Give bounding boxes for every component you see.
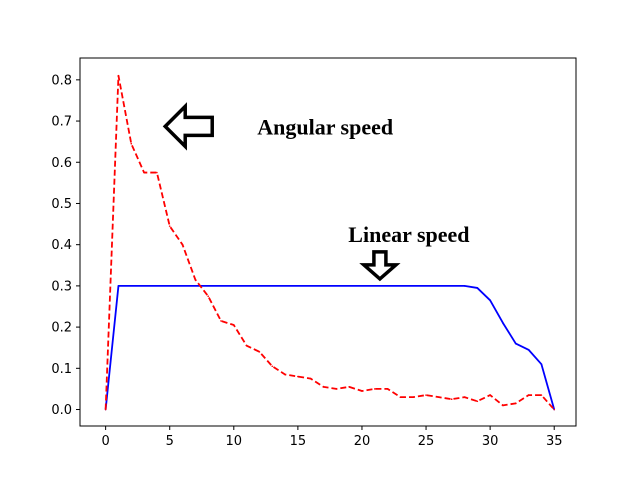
plot-frame xyxy=(79,57,577,427)
x-tick-label: 20 xyxy=(354,434,371,449)
data-point xyxy=(463,396,466,398)
data-point xyxy=(322,386,325,388)
linear-speed-line xyxy=(104,284,556,410)
data-point xyxy=(489,394,491,396)
data-point xyxy=(476,400,479,403)
data-point xyxy=(399,396,402,398)
linear-speed-annotation: Linear speed xyxy=(348,222,469,247)
data-point xyxy=(425,394,427,396)
data-point xyxy=(540,363,543,365)
data-point xyxy=(514,342,517,345)
left-arrow-icon xyxy=(162,102,214,151)
data-point xyxy=(373,388,376,390)
data-point xyxy=(540,394,543,396)
data-point xyxy=(143,171,145,174)
annotation-layer: Angular speed Linear speed xyxy=(162,102,470,282)
y-tick-label: 0.3 xyxy=(51,279,72,294)
angular-speed-line xyxy=(104,74,555,411)
data-point xyxy=(463,285,466,287)
x-tick-label: 10 xyxy=(226,434,243,449)
data-point xyxy=(220,320,222,322)
x-tick-label: 5 xyxy=(166,434,174,449)
data-point xyxy=(502,404,504,407)
x-tick-label: 30 xyxy=(482,434,499,449)
y-axis-ticks: 0.0 0.1 0.2 0.3 0.4 0.5 0.6 0.7 0.8 xyxy=(51,73,80,418)
x-tick-label: 0 xyxy=(101,434,109,449)
data-point xyxy=(348,386,350,388)
data-point xyxy=(130,142,133,145)
y-tick-label: 0.2 xyxy=(51,321,72,336)
data-point xyxy=(181,243,184,246)
data-point xyxy=(156,171,158,174)
data-point xyxy=(335,388,338,390)
data-point xyxy=(386,388,389,390)
y-tick-label: 0.5 xyxy=(51,197,72,212)
data-point xyxy=(245,344,248,347)
data-point xyxy=(284,373,286,376)
down-arrow-icon xyxy=(359,250,401,282)
data-point xyxy=(502,322,504,324)
data-point xyxy=(489,299,491,302)
data-point xyxy=(527,348,530,351)
data-point xyxy=(258,351,261,353)
data-point xyxy=(232,324,235,326)
y-tick-label: 0.0 xyxy=(51,403,72,418)
x-tick-label: 35 xyxy=(546,434,563,449)
data-point xyxy=(514,402,517,405)
data-point xyxy=(527,394,530,396)
data-point xyxy=(553,408,556,411)
data-point xyxy=(117,285,120,287)
data-point xyxy=(117,74,120,77)
y-tick-label: 0.8 xyxy=(51,73,72,88)
data-point xyxy=(297,375,299,378)
data-point xyxy=(271,365,274,368)
data-point xyxy=(207,295,209,297)
data-point xyxy=(412,396,415,398)
data-point xyxy=(476,287,479,289)
y-tick-label: 0.4 xyxy=(51,238,72,253)
data-point xyxy=(438,396,440,398)
y-tick-label: 0.1 xyxy=(51,362,72,377)
data-point xyxy=(194,278,197,281)
x-tick-label: 25 xyxy=(418,434,435,449)
data-point xyxy=(361,390,363,392)
y-tick-label: 0.7 xyxy=(51,115,72,130)
data-point xyxy=(104,408,107,411)
x-tick-label: 15 xyxy=(290,434,307,449)
data-point xyxy=(168,225,171,227)
series-layer xyxy=(104,74,556,411)
angular-speed-annotation: Angular speed xyxy=(257,114,393,139)
data-point xyxy=(450,398,453,401)
x-axis-ticks: 0 5 10 15 20 25 30 35 xyxy=(101,426,562,449)
data-point xyxy=(309,377,312,380)
y-tick-label: 0.6 xyxy=(51,156,72,171)
